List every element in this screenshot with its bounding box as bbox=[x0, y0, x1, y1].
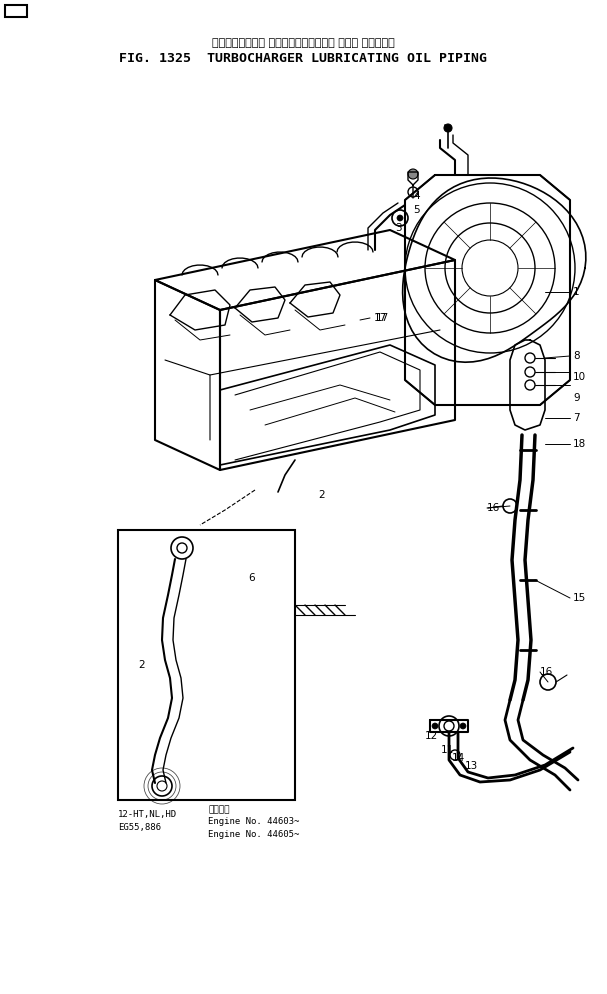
Text: 11: 11 bbox=[441, 745, 454, 755]
Text: 適用号機: 適用号機 bbox=[208, 805, 229, 814]
Text: 2: 2 bbox=[318, 490, 325, 500]
Text: Engine No. 44603~: Engine No. 44603~ bbox=[208, 817, 299, 826]
Text: 6: 6 bbox=[248, 573, 254, 583]
Text: ターボチャージャ ルーブリケーティング オイル パイピング: ターボチャージャ ルーブリケーティング オイル パイピング bbox=[212, 38, 395, 48]
Text: 7: 7 bbox=[573, 413, 580, 423]
Text: 4: 4 bbox=[413, 191, 419, 201]
Circle shape bbox=[397, 215, 403, 221]
Text: 5: 5 bbox=[413, 205, 419, 215]
Circle shape bbox=[460, 723, 466, 729]
Text: 1: 1 bbox=[573, 287, 580, 297]
Circle shape bbox=[432, 723, 438, 729]
Text: 12-HT,NL,HD: 12-HT,NL,HD bbox=[118, 810, 177, 819]
Text: FIG. 1325  TURBOCHARGER LUBRICATING OIL PIPING: FIG. 1325 TURBOCHARGER LUBRICATING OIL P… bbox=[119, 52, 487, 65]
Text: EG55,886: EG55,886 bbox=[118, 823, 161, 832]
Bar bbox=[118, 530, 295, 800]
Text: 17: 17 bbox=[376, 313, 389, 323]
Text: 17: 17 bbox=[373, 313, 387, 323]
Text: 18: 18 bbox=[573, 439, 586, 449]
Text: 14: 14 bbox=[452, 753, 465, 763]
Text: 10: 10 bbox=[573, 372, 586, 382]
Text: 15: 15 bbox=[573, 593, 586, 603]
Text: 16: 16 bbox=[540, 667, 553, 677]
Circle shape bbox=[444, 124, 452, 132]
Text: 9: 9 bbox=[573, 393, 580, 403]
Bar bbox=[5, 5, 27, 17]
Circle shape bbox=[264, 574, 272, 582]
Circle shape bbox=[408, 169, 418, 179]
Text: 3: 3 bbox=[395, 223, 402, 233]
Text: 8: 8 bbox=[573, 351, 580, 361]
Text: Engine No. 44605~: Engine No. 44605~ bbox=[208, 830, 299, 839]
Text: 13: 13 bbox=[465, 761, 478, 771]
Text: 12: 12 bbox=[425, 731, 438, 741]
Text: 16: 16 bbox=[487, 503, 500, 513]
Text: 2: 2 bbox=[138, 660, 144, 670]
